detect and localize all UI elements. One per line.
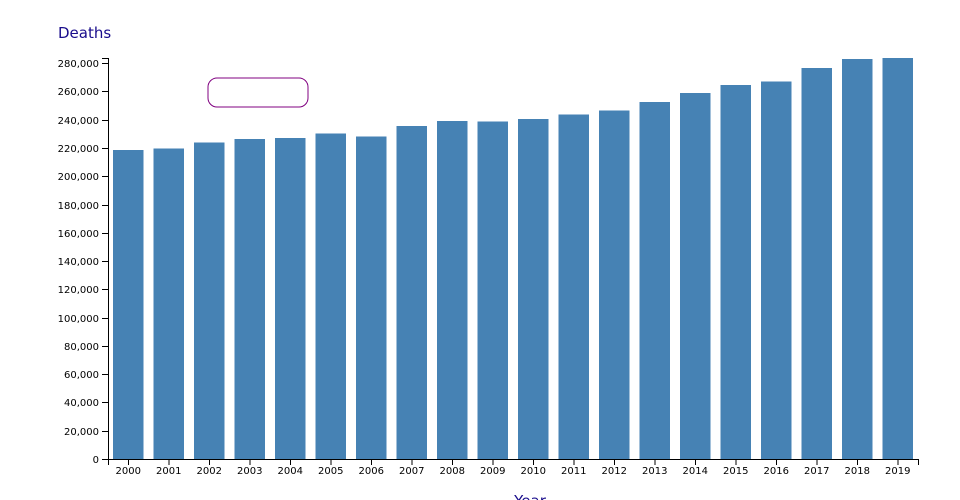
bar-2000[interactable] [113, 150, 144, 459]
x-tick-label: 2001 [156, 466, 181, 477]
bar-2005[interactable] [315, 133, 346, 459]
x-axis-line [108, 459, 919, 465]
x-tick-label: 2000 [116, 466, 141, 477]
y-axis-line [102, 58, 109, 460]
x-tick-label: 2007 [399, 466, 424, 477]
y-tick-label: 280,000 [58, 59, 99, 70]
bar-2004[interactable] [275, 138, 306, 459]
x-tick-label: 2010 [521, 466, 546, 477]
y-tick-label: 160,000 [58, 229, 99, 240]
x-tick-label: 2012 [602, 466, 627, 477]
tooltip [207, 77, 309, 108]
x-tick-label: 2014 [683, 466, 708, 477]
x-tick-label: 2009 [480, 466, 505, 477]
y-tick-label: 140,000 [58, 257, 99, 268]
bar-2013[interactable] [639, 101, 670, 460]
tooltip-box [207, 77, 309, 108]
bar-2015[interactable] [720, 84, 751, 460]
bar-2002[interactable] [194, 142, 225, 460]
x-tick-label: 2011 [561, 466, 586, 477]
y-axis: 0 20,000 40,000 60,000 80,000 100,000 120,000 1… [58, 58, 109, 466]
x-tick-label: 2005 [318, 466, 343, 477]
y-tick-label: 40,000 [64, 398, 99, 409]
x-axis-title: Year [513, 492, 547, 500]
y-tick-label: 60,000 [64, 370, 99, 381]
bar-2006[interactable] [356, 136, 387, 459]
x-tick-label: 2016 [764, 466, 789, 477]
x-tick-label: 2017 [804, 466, 829, 477]
y-tick-label: 180,000 [58, 201, 99, 212]
y-axis-title: Deaths [58, 24, 111, 42]
x-tick-label: 2002 [197, 466, 222, 477]
bar-2008[interactable] [437, 121, 468, 460]
x-tick-label: 2018 [845, 466, 870, 477]
x-tick-label: 2008 [440, 466, 465, 477]
y-tick-label: 240,000 [58, 116, 99, 127]
x-axis: 2000 2001 2002 2003 2004 2005 2006 2007 2008 2009… [108, 459, 919, 477]
bar-2010[interactable] [518, 119, 549, 459]
bar-2012[interactable] [599, 110, 630, 459]
bars-layer [113, 58, 913, 460]
y-tick-label: 260,000 [58, 87, 99, 98]
y-tick-label: 200,000 [58, 172, 99, 183]
bar-2009[interactable] [477, 121, 508, 460]
x-tick-label: 2004 [278, 466, 303, 477]
y-tick-label: 100,000 [58, 314, 99, 325]
y-tick-label: 0 [93, 455, 99, 466]
x-tick-label: 2019 [885, 466, 910, 477]
x-tick-label: 2015 [723, 466, 748, 477]
x-tick-label: 2013 [642, 466, 667, 477]
y-tick-label: 220,000 [58, 144, 99, 155]
x-tick-label: 2003 [237, 466, 262, 477]
bar-2014[interactable] [680, 93, 711, 460]
bar-2018[interactable] [842, 58, 873, 460]
bar-2011[interactable] [558, 114, 589, 459]
bar-2003[interactable] [234, 138, 265, 460]
x-tick-label: 2006 [359, 466, 384, 477]
y-tick-label: 20,000 [64, 427, 99, 438]
bar-2017[interactable] [801, 67, 832, 459]
bar-2016[interactable] [761, 81, 792, 459]
y-tick-label: 120,000 [58, 285, 99, 296]
bar-2019[interactable] [882, 58, 913, 459]
bar-2007[interactable] [396, 125, 427, 460]
y-tick-label: 80,000 [64, 342, 99, 353]
bar-2001[interactable] [153, 148, 184, 459]
